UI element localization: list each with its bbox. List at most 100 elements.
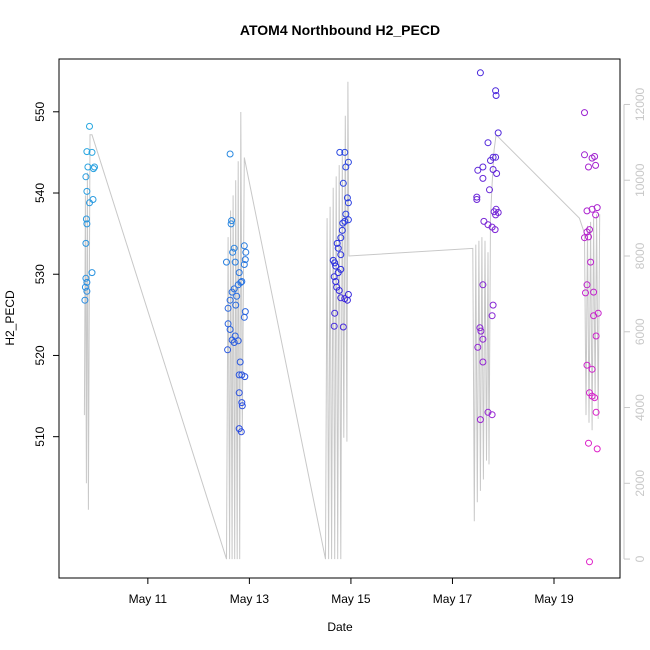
- data-point: [224, 346, 232, 354]
- data-point: [236, 358, 244, 366]
- data-point: [592, 332, 600, 340]
- data-point: [339, 323, 347, 331]
- data-point: [489, 166, 497, 173]
- data-point: [341, 295, 349, 303]
- data-point: [492, 153, 500, 161]
- data-point: [81, 283, 89, 291]
- data-point: [240, 261, 248, 268]
- data-point: [233, 292, 241, 300]
- data-point: [337, 294, 345, 302]
- data-point: [588, 154, 596, 162]
- data-point: [479, 174, 487, 182]
- plot-area-frame: [58, 58, 621, 579]
- data-point: [474, 343, 482, 351]
- data-point: [344, 216, 352, 224]
- y-tick-label: 510: [33, 426, 47, 446]
- y2-tick-label: 8000: [633, 242, 647, 269]
- data-point: [480, 217, 488, 225]
- data-point: [583, 361, 591, 369]
- data-point: [476, 416, 484, 424]
- data-point: [235, 389, 243, 397]
- data-point: [583, 228, 591, 236]
- data-point: [334, 244, 342, 252]
- data-point: [339, 179, 347, 187]
- data-point: [590, 288, 598, 296]
- y-axis-label: H2_PECD: [3, 290, 17, 346]
- data-point: [586, 558, 593, 566]
- right-axis-series-line: [83, 81, 601, 560]
- data-point: [590, 312, 598, 320]
- data-point: [474, 166, 482, 174]
- data-point: [490, 208, 498, 216]
- data-point: [341, 148, 349, 156]
- data-point: [488, 312, 496, 320]
- data-point: [228, 217, 236, 225]
- data-point: [83, 187, 91, 195]
- data-point: [330, 273, 338, 281]
- data-point: [226, 150, 234, 158]
- data-point: [238, 402, 246, 410]
- data-point: [343, 194, 351, 202]
- data-point: [86, 199, 93, 207]
- y-tick-label: 520: [33, 345, 47, 365]
- data-point: [333, 239, 341, 247]
- data-point: [241, 256, 249, 264]
- data-point: [479, 358, 487, 366]
- data-point: [331, 259, 339, 267]
- data-point: [341, 217, 349, 225]
- data-point: [83, 220, 91, 228]
- y-axis-right: 0 2000 4000 6000 8000 10000 12000: [623, 87, 647, 562]
- data-point: [585, 233, 592, 241]
- x-axis-label: Date: [327, 620, 353, 634]
- x-tick-label: May 13: [230, 592, 270, 606]
- data-point: [226, 326, 234, 333]
- data-point: [331, 309, 339, 317]
- y2-tick-label: 0: [633, 555, 647, 562]
- data-point: [344, 199, 352, 207]
- x-tick-label: May 19: [534, 592, 574, 606]
- right-axis-line-layer: [83, 81, 601, 560]
- data-points-layer: [81, 69, 602, 566]
- x-axis: May 11 May 13 May 15 May 17 May 19: [129, 578, 574, 606]
- data-point: [227, 220, 235, 228]
- data-point: [473, 193, 481, 201]
- data-point: [585, 163, 592, 171]
- data-point: [82, 173, 90, 181]
- data-point: [337, 234, 345, 242]
- data-point: [583, 281, 591, 289]
- data-point: [82, 274, 90, 282]
- data-point: [582, 289, 589, 297]
- data-point: [591, 394, 599, 402]
- chart-title: ATOM4 Northbound H2_PECD: [240, 22, 440, 38]
- data-point: [593, 445, 601, 453]
- data-point: [83, 148, 91, 156]
- y2-tick-label: 6000: [633, 318, 647, 345]
- data-point: [588, 205, 596, 213]
- data-point: [234, 337, 242, 345]
- data-point: [240, 313, 248, 321]
- data-point: [581, 109, 588, 117]
- data-point: [491, 226, 499, 234]
- data-point: [226, 296, 234, 304]
- data-point: [486, 186, 493, 194]
- data-point: [336, 148, 344, 156]
- data-point: [230, 244, 238, 252]
- data-point: [492, 87, 500, 95]
- y-tick-label: 540: [33, 183, 47, 203]
- data-point: [238, 399, 246, 407]
- data-point: [337, 251, 345, 259]
- data-point: [235, 269, 243, 277]
- data-point: [588, 365, 596, 373]
- data-point: [330, 322, 338, 330]
- data-point: [592, 161, 600, 169]
- data-point: [339, 219, 347, 227]
- data-point: [232, 301, 240, 309]
- data-point: [88, 148, 96, 156]
- data-point: [581, 234, 588, 242]
- x-tick-label: May 11: [129, 592, 168, 606]
- data-point: [82, 239, 90, 247]
- data-point: [91, 163, 98, 171]
- data-point: [476, 324, 484, 332]
- y2-tick-label: 4000: [633, 394, 647, 421]
- data-point: [335, 287, 343, 294]
